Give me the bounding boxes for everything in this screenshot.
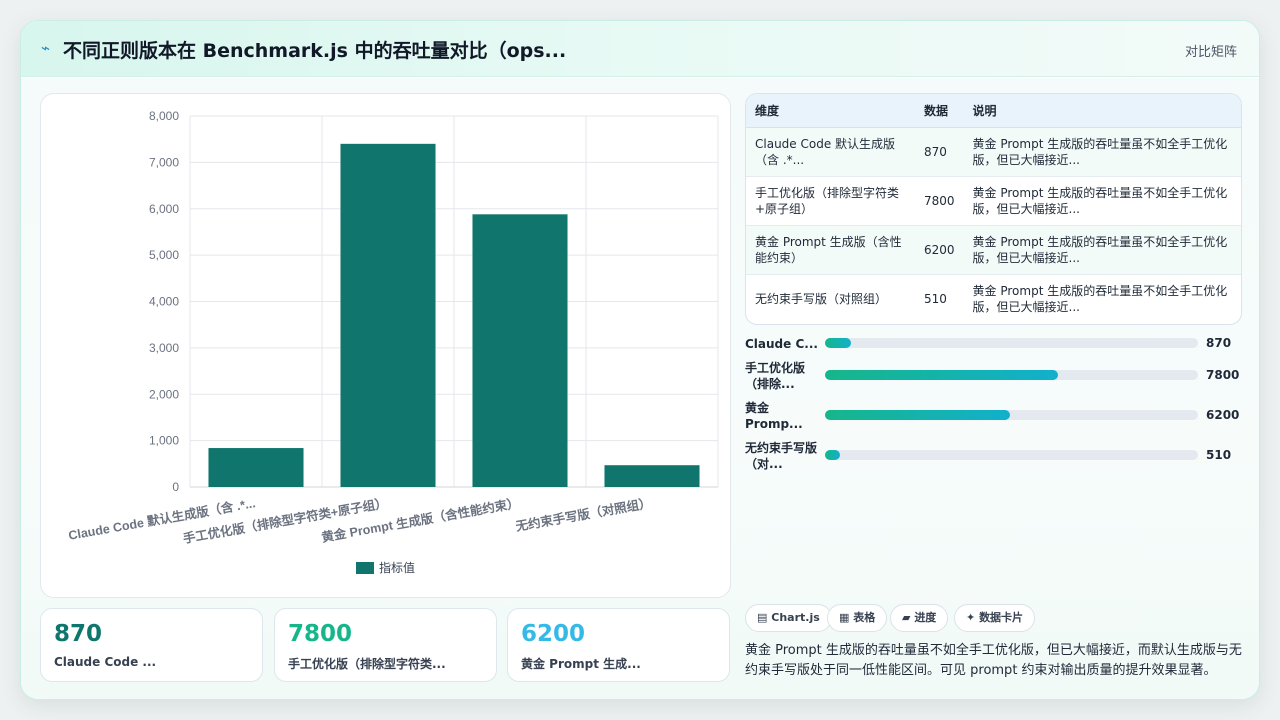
progress-fill [825,370,1058,380]
progress-fill [825,450,841,460]
bar [340,143,436,487]
header: ⌁ 不同正则版本在 Benchmark.js 中的吞吐量对比（ops... 对比… [21,21,1259,77]
chart-panel: 0 1,000 2,000 3,000 4,000 5,000 6,000 7,000 8,00… [40,93,731,598]
progress-track [825,370,1198,380]
progress-icon: ▰ [902,611,911,624]
kpi-label: 黄金 Prompt 生成... [521,657,641,671]
y-tick-label: 7,000 [149,155,179,169]
chip-label: 进度 [914,611,937,624]
progress-fill [825,410,1010,420]
summary-text: 黄金 Prompt 生成版的吞吐量虽不如全手工优化版，但已大幅接近，而默认生成版… [745,643,1242,678]
bar [604,465,700,487]
page-title: 不同正则版本在 Benchmark.js 中的吞吐量对比（ops... [63,40,567,62]
chip-label: 表格 [853,611,876,624]
progress-label: 黄金 Promp... [745,401,803,431]
progress-row: 无约束手写版（对... 510 [745,440,1245,471]
progress-track [825,410,1198,420]
kpi-card: 6200 黄金 Prompt 生成... [507,608,730,682]
table-cell: Claude Code 默认生成版（含 .*... [746,127,915,177]
y-tick-label: 1,000 [149,434,179,448]
y-tick-label: 6,000 [149,202,179,216]
kpi-card: 7800 手工优化版（排除型字符类... [274,608,497,682]
table-cell: 黄金 Prompt 生成版的吞吐量虽不如全手工优化版，但已大幅接近... [963,127,1241,177]
progress-track [825,338,1198,348]
progress-label: 手工优化版（排除... [745,361,806,391]
bar [208,448,304,487]
kpi-label: 手工优化版（排除型字符类... [288,657,446,671]
progress-value: 870 [1206,336,1232,350]
comparison-table: 维度 数据 说明 Claude Code 默认生成版（含 .*... 870 黄… [745,93,1242,325]
table-row: 无约束手写版（对照组） 510 黄金 Prompt 生成版的吞吐量虽不如全手工优… [746,274,1241,323]
chip-label: Chart.js [771,611,820,624]
sparkle-icon: ✦ [966,611,976,624]
progress-label: Claude C... [745,337,818,351]
progress-value: 6200 [1206,408,1240,422]
y-tick-label: 3,000 [149,341,179,355]
y-tick-label: 5,000 [149,248,179,262]
chart-icon: ▤ [757,611,768,624]
table-header-row: 维度 数据 说明 [746,94,1241,128]
mode-label[interactable]: 对比矩阵 [1184,45,1237,60]
chip-table[interactable]: ▦ 表格 [827,604,888,632]
bar [472,214,568,487]
column-header: 说明 [963,94,1241,128]
chip-data-card[interactable]: ✦ 数据卡片 [954,604,1036,632]
column-header: 维度 [746,94,915,128]
table-cell: 黄金 Prompt 生成版（含性能约束） [746,225,915,275]
progress-fill [825,338,851,348]
dashboard-card: ⌁ 不同正则版本在 Benchmark.js 中的吞吐量对比（ops... 对比… [20,20,1260,700]
chip-chartjs[interactable]: ▤ Chart.js [745,604,832,632]
progress-track [825,450,1198,460]
y-tick-label: 8,000 [149,109,179,123]
table-row: 黄金 Prompt 生成版（含性能约束） 6200 黄金 Prompt 生成版的… [746,225,1241,275]
kpi-label: Claude Code ... [54,655,157,669]
progress-value: 7800 [1206,368,1240,382]
table-row: Claude Code 默认生成版（含 .*... 870 黄金 Prompt … [746,127,1241,177]
table-cell: 黄金 Prompt 生成版的吞吐量虽不如全手工优化版，但已大幅接近... [963,225,1241,275]
column-header: 数据 [915,94,964,128]
progress-row: 黄金 Promp... 6200 [745,400,1245,431]
progress-value: 510 [1206,448,1232,462]
progress-row: Claude C... 870 [745,336,1245,366]
kpi-value: 6200 [521,621,586,647]
table-cell: 870 [915,127,964,177]
y-tick-label: 2,000 [149,387,179,401]
legend-swatch [356,562,374,574]
table-cell: 黄金 Prompt 生成版的吞吐量虽不如全手工优化版，但已大幅接近... [972,283,1228,314]
y-tick-label: 0 [172,480,179,494]
bar-chart: 0 1,000 2,000 3,000 4,000 5,000 6,000 7,000 8,00… [67,109,719,575]
table-cell: 6200 [915,225,964,275]
table-cell: 黄金 Prompt 生成版的吞吐量虽不如全手工优化版，但已大幅接近... [963,176,1241,226]
x-tick-label: 无约束手写版（对照组） [514,495,653,534]
table-row: 手工优化版（排除型字符类+原子组） 7800 黄金 Prompt 生成版的吞吐量… [746,176,1241,226]
progress-label: 无约束手写版（对... [745,441,818,471]
chip-label: 数据卡片 [979,611,1024,624]
sparkle-icon: ⌁ [41,39,51,57]
chip-progress[interactable]: ▰ 进度 [890,604,949,632]
table-cell: 7800 [915,176,964,226]
kpi-value: 7800 [288,621,353,647]
y-tick-label: 4,000 [149,295,179,309]
legend-label: 指标值 [379,560,415,575]
kpi-card: 870 Claude Code ... [40,608,263,682]
table-cell: 手工优化版（排除型字符类+原子组） [746,176,915,226]
table-cell: 无约束手写版（对照组） [755,291,888,306]
progress-row: 手工优化版（排除... 7800 [745,360,1245,391]
table-icon: ▦ [839,611,850,624]
table-cell: 510 [924,291,947,306]
kpi-value: 870 [54,621,103,647]
